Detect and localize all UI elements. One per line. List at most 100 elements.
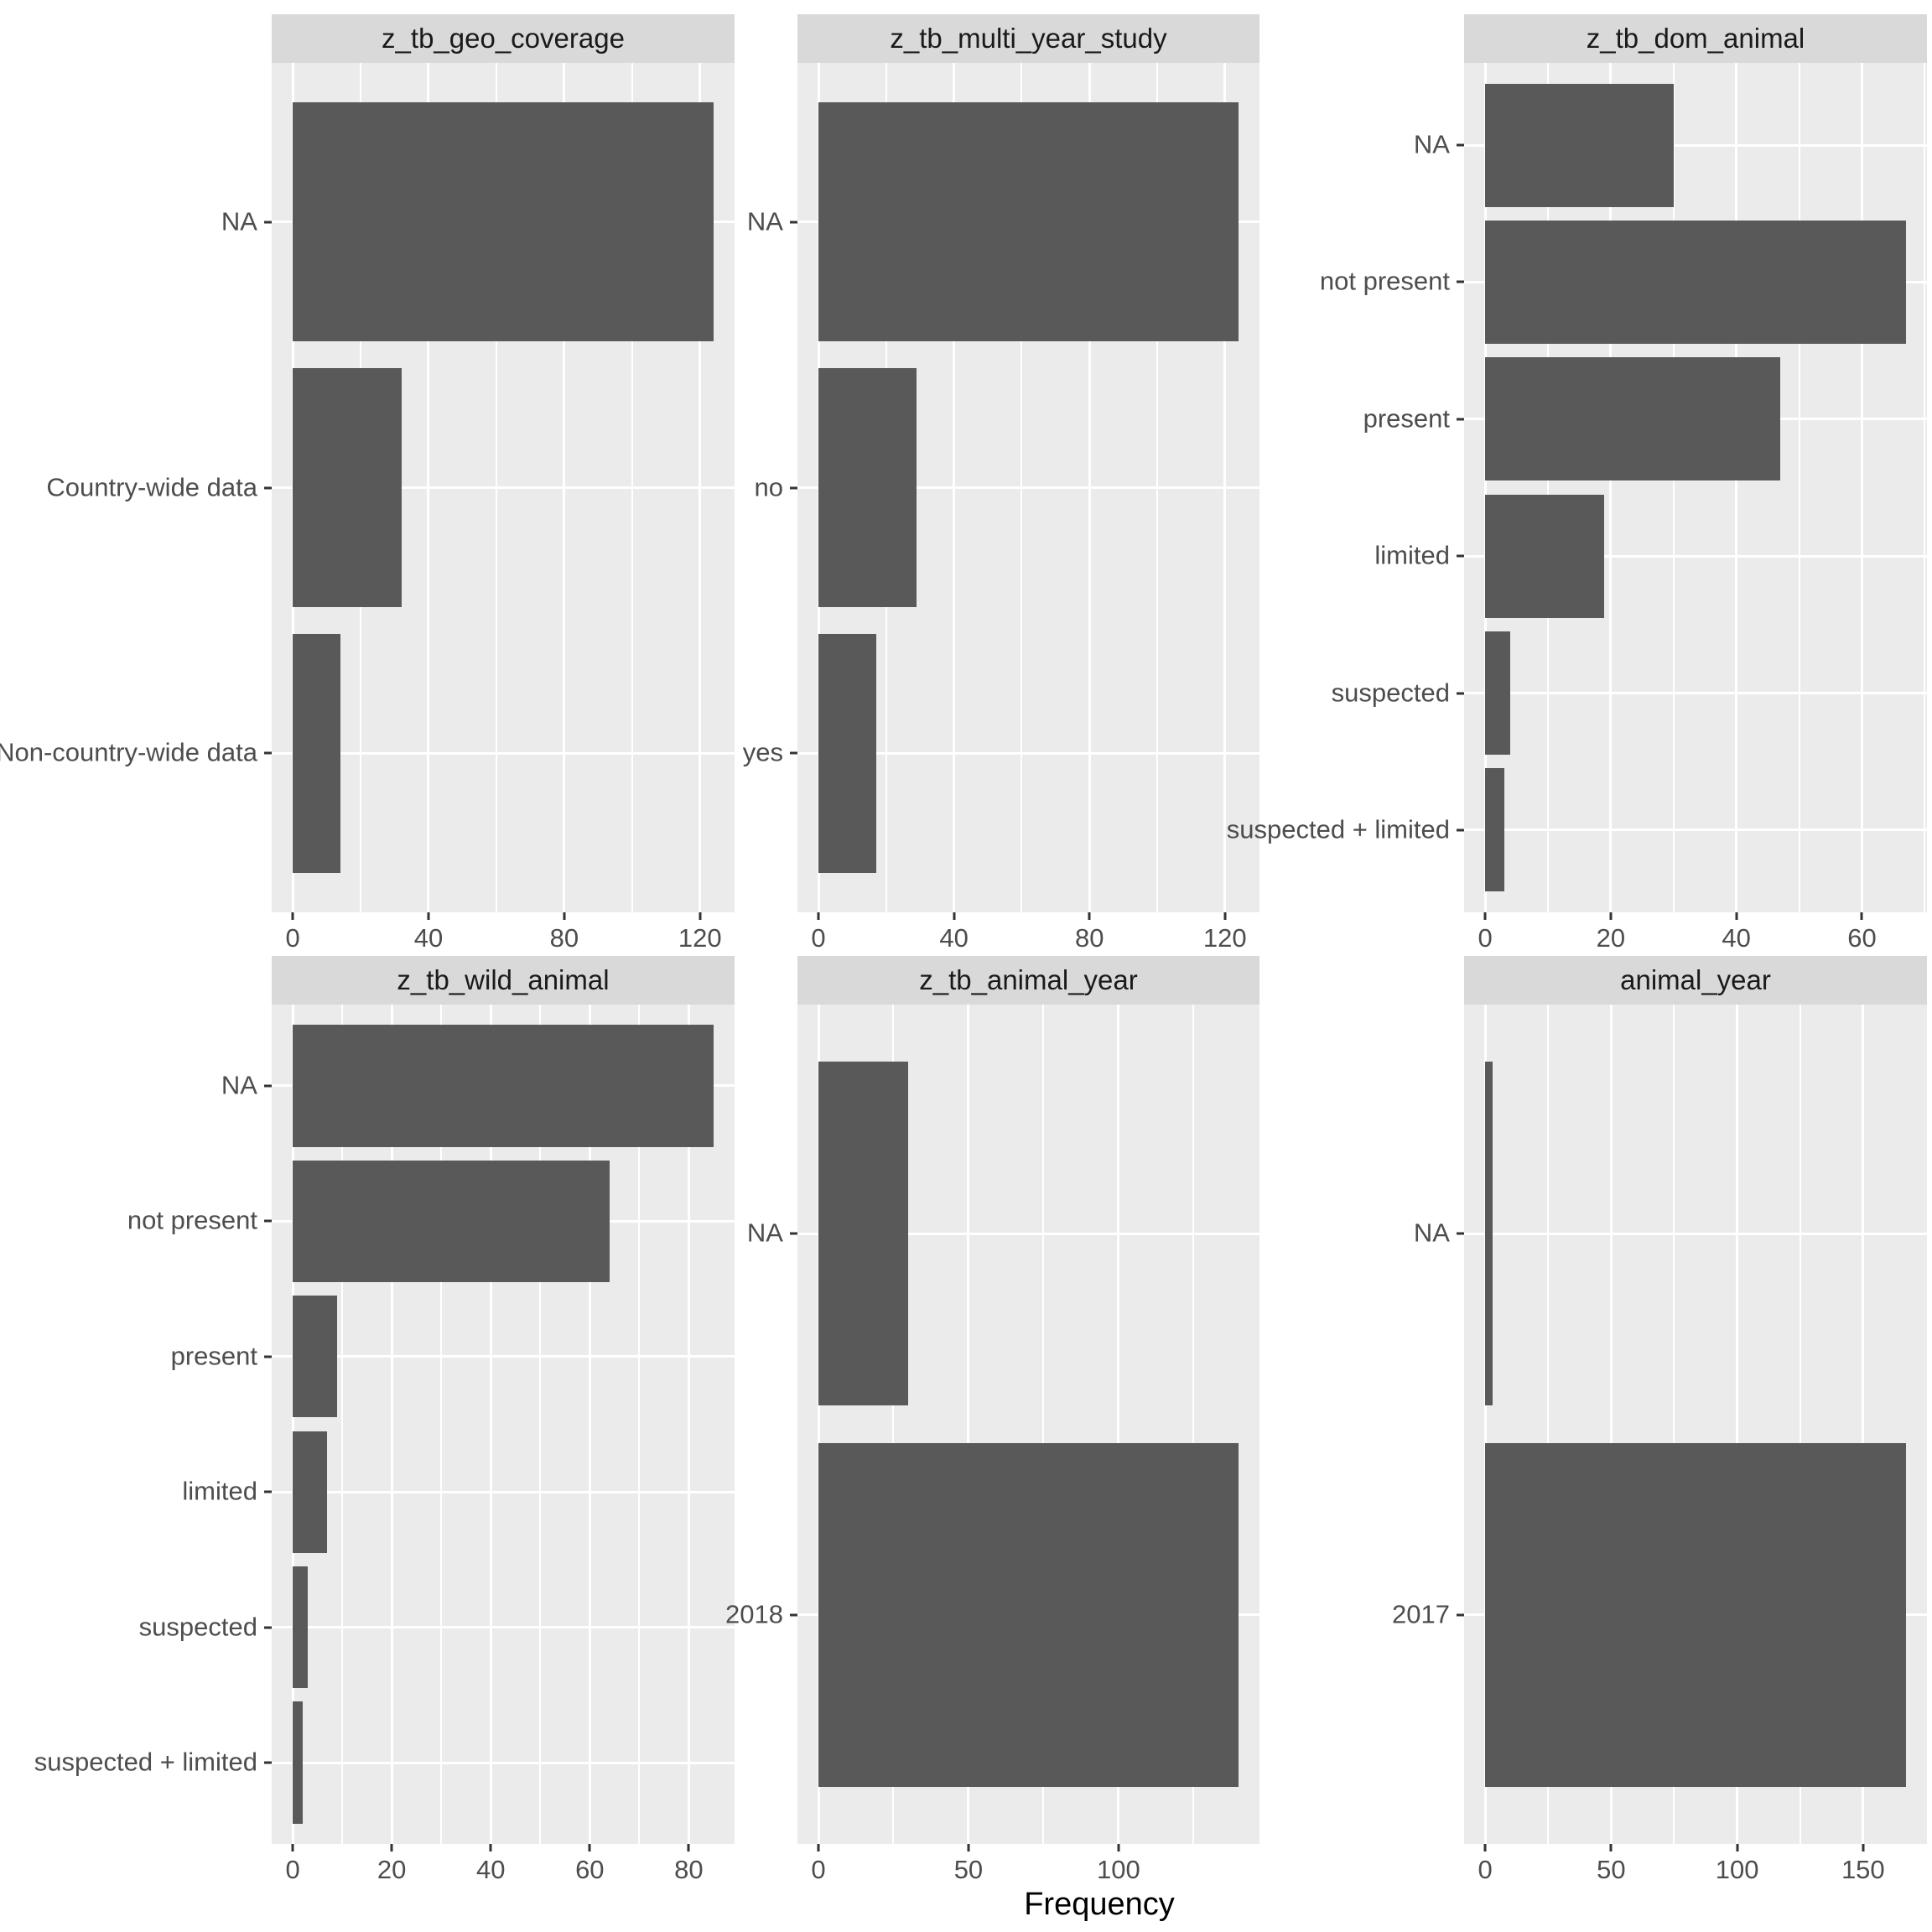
minor-gridline: [440, 1005, 443, 1844]
horizontal-gridline: [272, 486, 735, 489]
bar: [1485, 768, 1504, 892]
y-axis-labels: NA no yes: [735, 63, 797, 912]
y-tick-mark: [790, 1613, 797, 1617]
facet-strip-title: z_tb_dom_animal: [1464, 14, 1927, 63]
bar: [293, 1160, 610, 1282]
minor-gridline: [1042, 1005, 1045, 1844]
horizontal-gridline: [1464, 692, 1927, 695]
y-tick-mark: [264, 1761, 272, 1764]
x-tick-label: 0: [811, 923, 826, 953]
x-tick-mark: [687, 1844, 690, 1852]
x-axis-title: Frequency: [1024, 1887, 1175, 1922]
horizontal-gridline: [272, 751, 735, 755]
major-gridline: [291, 1005, 294, 1844]
x-tick-label: 50: [953, 1855, 984, 1884]
major-gridline: [489, 1005, 492, 1844]
horizontal-gridline: [272, 1490, 735, 1493]
facet-panel: [272, 63, 735, 912]
x-tick-label: 0: [1478, 923, 1493, 953]
x-tick-label: 20: [377, 1855, 407, 1884]
x-tick-label: 120: [1202, 923, 1247, 953]
x-tick-label: 60: [575, 1855, 605, 1884]
category-label: NA: [1413, 129, 1450, 159]
x-tick-mark: [1223, 912, 1227, 920]
x-tick-mark: [427, 912, 430, 920]
x-tick-mark: [967, 1844, 970, 1852]
major-gridline: [1609, 1005, 1613, 1844]
category-label: NA: [221, 206, 257, 236]
facet-panel: [797, 1005, 1259, 1844]
minor-gridline: [638, 1005, 641, 1844]
horizontal-gridline: [1464, 1232, 1927, 1235]
bar: [293, 1025, 714, 1147]
major-gridline: [1862, 1005, 1865, 1844]
y-tick-mark: [790, 1232, 797, 1235]
major-gridline: [687, 1005, 690, 1844]
bar: [818, 102, 1239, 342]
bar: [293, 368, 402, 607]
x-tick-mark: [1736, 1844, 1739, 1852]
facet-panel: [1464, 63, 1927, 912]
x-tick-mark: [1862, 1844, 1865, 1852]
x-tick-mark: [1117, 1844, 1120, 1852]
horizontal-gridline: [797, 1232, 1259, 1235]
bar: [1485, 220, 1906, 344]
horizontal-gridline: [797, 751, 1259, 755]
x-tick-label: 40: [413, 923, 444, 953]
facet-strip-title: z_tb_wild_animal: [272, 956, 735, 1005]
x-tick-mark: [1735, 912, 1738, 920]
category-label: limited: [182, 1476, 257, 1506]
y-axis-labels: NA Country-wide data Non-country-wide data: [0, 63, 272, 912]
x-axis: 0 40 80 120: [797, 912, 1259, 956]
category-label: not present: [127, 1205, 257, 1235]
minor-gridline: [1799, 1005, 1801, 1844]
bar: [818, 1062, 909, 1405]
minor-gridline: [341, 1005, 344, 1844]
horizontal-gridline: [272, 1626, 735, 1629]
x-tick-label: 40: [1722, 923, 1751, 953]
minor-gridline: [1924, 63, 1926, 912]
category-label: suspected: [138, 1611, 257, 1641]
facet-strip-title: z_tb_animal_year: [797, 956, 1259, 1005]
x-tick-label: 80: [674, 1855, 704, 1884]
y-tick-mark: [264, 1219, 272, 1223]
x-tick-mark: [1483, 912, 1487, 920]
y-tick-mark: [264, 1084, 272, 1088]
horizontal-gridline: [1464, 143, 1927, 147]
horizontal-gridline: [797, 486, 1259, 489]
category-label: NA: [746, 206, 783, 236]
bar: [1485, 83, 1674, 207]
x-tick-label: 150: [1841, 1855, 1885, 1884]
category-label: present: [170, 1341, 257, 1371]
x-tick-label: 80: [549, 923, 579, 953]
bar: [1485, 357, 1781, 481]
y-axis-labels: NA not present present limited suspected susp…: [0, 1005, 272, 1844]
y-tick-mark: [790, 751, 797, 755]
y-axis-labels: NA 2017: [1259, 1005, 1464, 1844]
minor-gridline: [1673, 1005, 1675, 1844]
y-tick-mark: [1457, 1613, 1464, 1617]
horizontal-gridline: [1464, 828, 1927, 832]
facet-panel: [797, 63, 1259, 912]
y-tick-mark: [264, 1490, 272, 1493]
x-tick-mark: [1860, 912, 1863, 920]
facet-strip-title: animal_year: [1464, 956, 1927, 1005]
y-tick-mark: [790, 221, 797, 224]
facet-panel: [272, 1005, 735, 1844]
y-tick-mark: [264, 486, 272, 489]
minor-gridline: [1672, 63, 1675, 912]
y-axis-labels: NA 2018: [725, 1005, 797, 1844]
y-tick-mark: [1457, 1232, 1464, 1235]
bar: [293, 1296, 338, 1418]
category-label: yes: [742, 737, 783, 767]
horizontal-gridline: [272, 1355, 735, 1358]
y-tick-mark: [264, 1626, 272, 1629]
bar: [818, 368, 917, 607]
facet-strip-title: z_tb_geo_coverage: [272, 14, 735, 63]
y-tick-mark: [1457, 692, 1464, 695]
bar: [293, 1431, 328, 1553]
category-label: Non-country-wide data: [0, 737, 257, 767]
x-axis: 0 20 40 60: [1464, 912, 1927, 956]
major-gridline: [817, 1005, 820, 1844]
